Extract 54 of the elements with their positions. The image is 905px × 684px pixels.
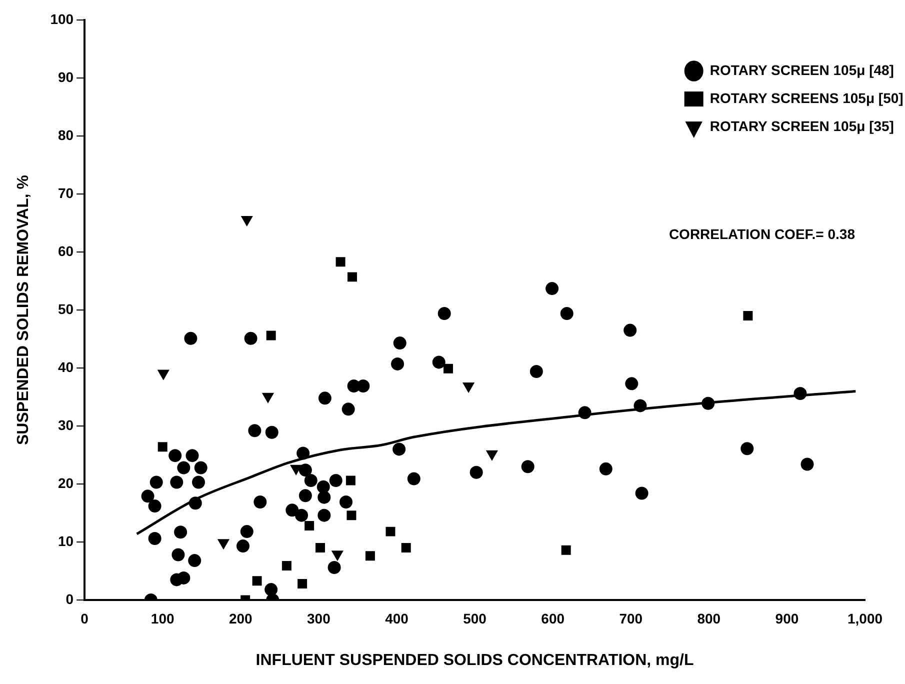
point bbox=[290, 464, 302, 475]
x-tick-label: 600 bbox=[541, 610, 565, 626]
x-tick-label: 300 bbox=[307, 610, 331, 626]
point bbox=[348, 272, 357, 282]
y-tick-label: 0 bbox=[66, 590, 74, 607]
point bbox=[282, 561, 292, 571]
y-tick-label: 20 bbox=[58, 474, 74, 491]
x-tick-label: 200 bbox=[228, 610, 253, 626]
y-tick-label: 80 bbox=[58, 126, 74, 143]
point bbox=[346, 510, 356, 520]
x-tick-label: 400 bbox=[385, 610, 409, 626]
point bbox=[262, 392, 274, 403]
y-tick-label: 90 bbox=[58, 68, 74, 85]
point bbox=[365, 551, 375, 561]
x-tick-label: 900 bbox=[775, 610, 799, 626]
point bbox=[743, 311, 753, 321]
y-tick-label: 70 bbox=[58, 184, 74, 201]
line-series bbox=[136, 390, 857, 536]
point bbox=[304, 521, 314, 531]
point bbox=[158, 442, 168, 452]
y-tick-label: 40 bbox=[58, 358, 74, 375]
legend-label: ROTARY SCREEN 105μ [35] bbox=[710, 118, 894, 134]
point bbox=[346, 476, 356, 486]
y-axis-title: SUSPENDED SOLIDS REMOVAL, % bbox=[15, 175, 32, 445]
annotation: CORRELATION COEF.= 0.38 bbox=[668, 226, 856, 242]
point bbox=[158, 370, 170, 380]
y-tick-label: 100 bbox=[50, 10, 74, 27]
point bbox=[252, 576, 262, 586]
point bbox=[486, 450, 498, 460]
y-tick-label: 30 bbox=[58, 416, 74, 433]
legend-label: ROTARY SCREENS 105μ [50] bbox=[710, 90, 904, 106]
y-tick-label: 10 bbox=[58, 532, 74, 549]
x-tick-label: 0 bbox=[80, 610, 89, 626]
x-tick-label: 700 bbox=[619, 610, 643, 626]
point bbox=[386, 526, 396, 536]
point bbox=[266, 330, 276, 340]
point bbox=[336, 257, 346, 267]
x-tick-label: 100 bbox=[150, 610, 174, 626]
point bbox=[316, 543, 325, 553]
x-tick-label: 500 bbox=[463, 610, 487, 626]
x-tick-label: 1,000 bbox=[847, 610, 883, 626]
point bbox=[444, 364, 453, 374]
y-tick-label: 60 bbox=[58, 242, 74, 259]
x-axis-title: INFLUENT SUSPENDED SOLIDS CONCENTRATION, mg/L bbox=[256, 652, 694, 669]
point bbox=[332, 550, 344, 561]
point bbox=[298, 579, 308, 589]
point bbox=[241, 216, 253, 226]
y-tick-label: 50 bbox=[58, 300, 74, 317]
point bbox=[401, 543, 411, 553]
point bbox=[462, 382, 474, 392]
x-tick-label: 800 bbox=[697, 610, 721, 626]
point bbox=[561, 545, 571, 555]
legend-label: ROTARY SCREEN 105μ [48] bbox=[710, 62, 894, 78]
point bbox=[218, 539, 230, 550]
